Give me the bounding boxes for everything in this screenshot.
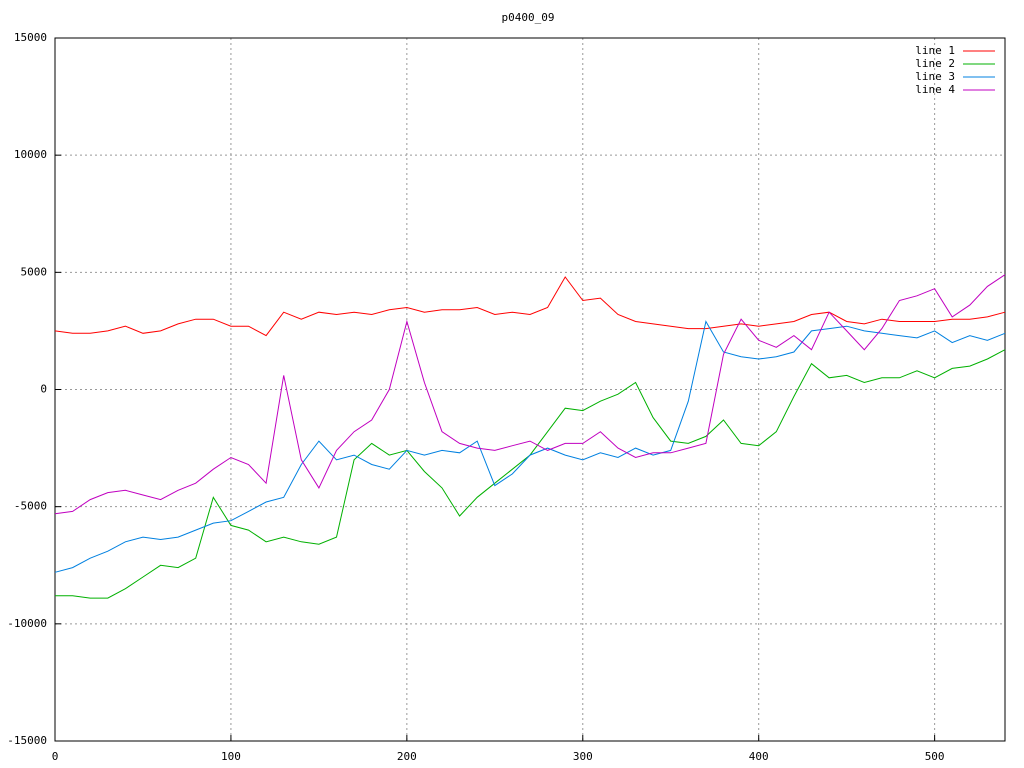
y-tick-label: -5000 [14,500,47,513]
line-series [54,320,1006,573]
x-tick-label: 0 [52,750,59,763]
y-tick-label: 15000 [14,31,47,44]
legend-label: line 4 [915,83,955,96]
legend-label: line 2 [915,57,955,70]
x-tick-label: 200 [397,750,417,763]
plot-frame [54,37,1006,742]
legend-label: line 1 [915,44,955,57]
x-tick-label: 500 [925,750,945,763]
legend-label: line 3 [915,70,955,83]
x-tick-label: 300 [573,750,593,763]
x-tick-label: 400 [749,750,769,763]
y-tick-label: -15000 [7,734,47,747]
y-tick-label: 5000 [21,265,48,278]
x-tick-label: 100 [221,750,241,763]
line-series [55,349,1006,599]
line-series [54,276,1006,337]
chart-title: p0400_09 [502,11,555,24]
y-tick-label: 10000 [14,148,47,161]
y-tick-label: 0 [40,383,47,396]
line-series [54,274,1006,515]
y-tick-label: -10000 [7,617,47,630]
